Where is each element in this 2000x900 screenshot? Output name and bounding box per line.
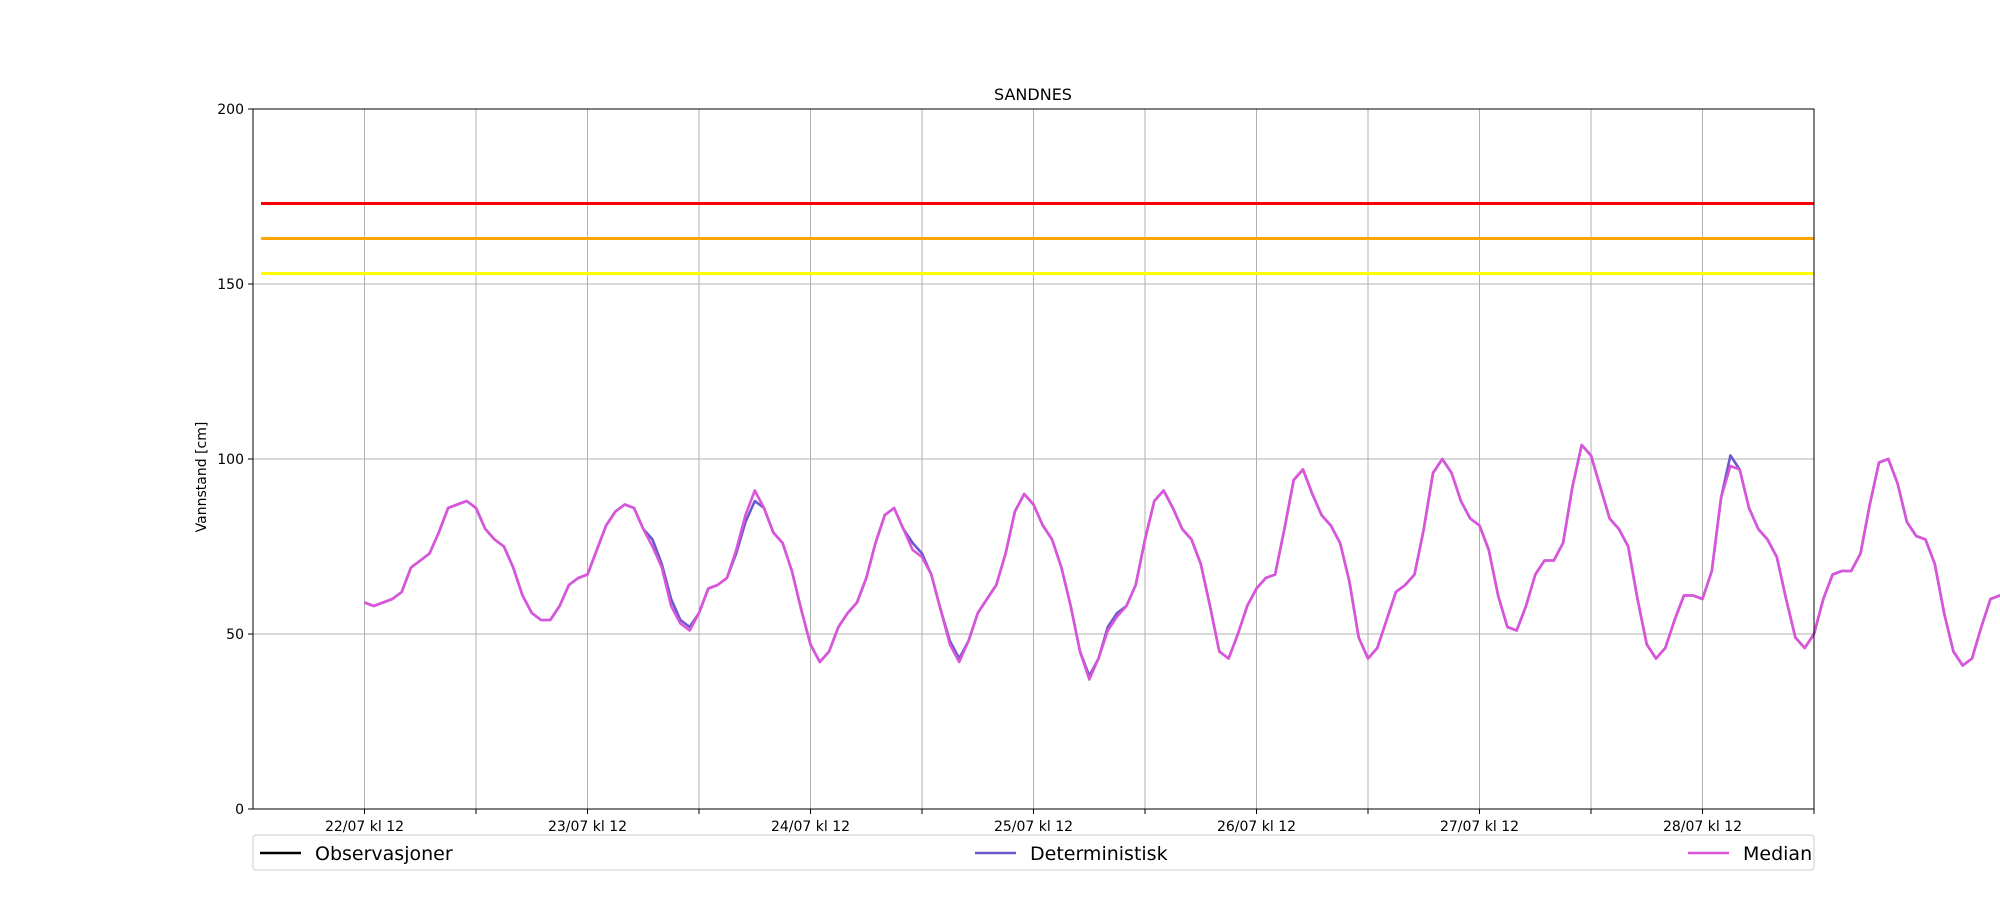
y-tick-label: 50: [226, 627, 244, 643]
x-tick-label: 24/07 kl 12: [771, 819, 850, 835]
x-tick-label: 28/07 kl 12: [1663, 819, 1742, 835]
legend-label: Observasjoner: [315, 843, 453, 865]
x-tick-label: 23/07 kl 12: [548, 819, 627, 835]
y-tick-label: 100: [217, 452, 244, 468]
chart-title: SANDNES: [994, 85, 1072, 104]
y-tick-label: 150: [217, 277, 244, 293]
x-tick-label: 27/07 kl 12: [1440, 819, 1519, 835]
y-tick-label: 200: [217, 102, 244, 118]
y-axis-label: Vannstand [cm]: [194, 422, 210, 533]
series-line-median: [364, 443, 2000, 681]
x-tick-label: 25/07 kl 12: [994, 819, 1073, 835]
legend-label: Median: [1743, 843, 1812, 865]
y-ticks: 0 50 100 150 200: [217, 102, 253, 818]
y-tick-label: 0: [235, 802, 244, 818]
series-line-deterministisk: [364, 443, 2000, 678]
legend: Observasjoner Deterministisk Median: [252, 834, 1815, 871]
legend-label: Deterministisk: [1030, 843, 1168, 865]
x-tick-label: 26/07 kl 12: [1217, 819, 1296, 835]
x-ticks: 22/07 kl 12 23/07 kl 12 24/07 kl 12 25/07 k…: [325, 809, 1815, 835]
legend-box: [252, 834, 1815, 871]
threshold-lines: [261, 202, 1814, 275]
x-tick-label: 22/07 kl 12: [325, 819, 404, 835]
series-lines: [364, 443, 2000, 681]
